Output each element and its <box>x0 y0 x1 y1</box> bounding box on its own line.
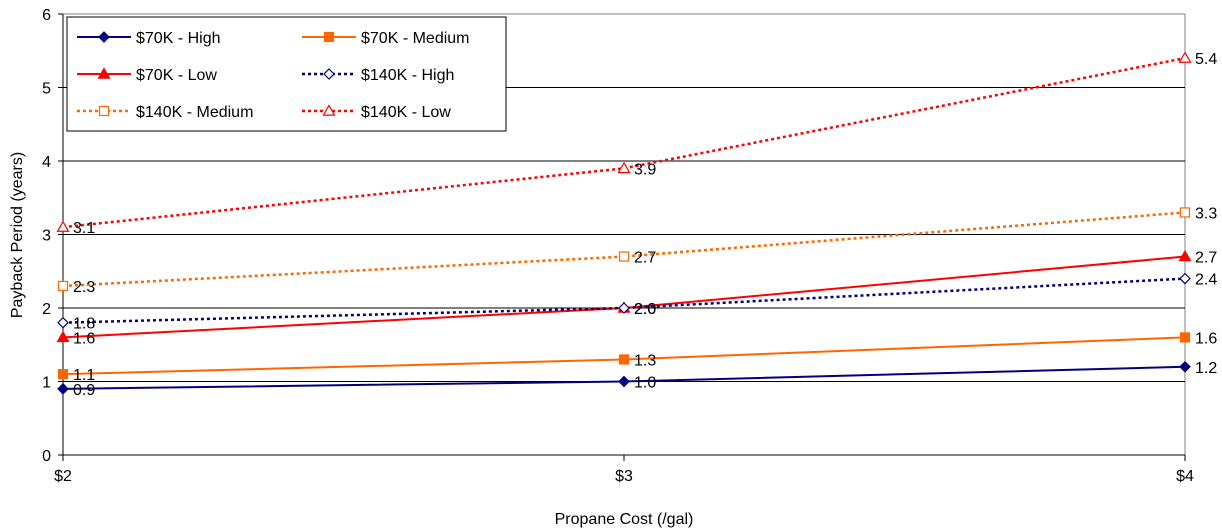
data-labels: 0.9 1.01.21.11.31.61.62.02.71.82.02.42.32… <box>73 51 1217 399</box>
data-point-140k-low <box>1178 51 1192 63</box>
data-point-70k-medium <box>57 369 69 380</box>
x-tick-label: $4 <box>1176 468 1194 485</box>
legend-label: $70K - High <box>136 30 221 47</box>
data-point-70k-high <box>57 383 69 395</box>
series-line-140k-medium <box>62 211 1186 288</box>
data-point-70k-high <box>1179 360 1191 373</box>
y-tick-label: 3 <box>42 228 51 245</box>
data-point-70k-low <box>1178 249 1192 262</box>
legend-label: $140K - Low <box>361 104 451 121</box>
data-point-140k-medium <box>618 251 630 262</box>
data-point-140k-high <box>618 302 630 314</box>
legend-label: $140K - Medium <box>136 104 253 121</box>
legend-item-140k-low: $140K - Low <box>302 104 451 121</box>
data-label-140k-high: 2.4 <box>1195 272 1217 289</box>
data-point-70k-medium <box>1179 332 1191 343</box>
data-point-70k-medium <box>618 354 630 365</box>
legend-marker <box>98 105 110 117</box>
y-tick-labels: 0 1 2 3 4 5 6 <box>42 7 51 465</box>
y-tick-label: 4 <box>42 154 51 171</box>
y-tick-label: 5 <box>42 81 51 98</box>
legend-label: $70K - Medium <box>361 30 470 47</box>
data-point-140k-high <box>57 316 69 329</box>
series-group <box>56 51 1192 395</box>
legend-item-140k-high: $140K - High <box>302 67 454 84</box>
data-label-70k-medium: 1.1 <box>73 367 95 384</box>
y-tick-label: 6 <box>42 7 51 24</box>
y-tick-label: 0 <box>42 448 51 465</box>
x-axis-title: Propane Cost (/gal) <box>555 511 694 528</box>
data-label-140k-medium: 3.3 <box>1195 205 1217 222</box>
legend-marker <box>323 31 335 43</box>
y-tick-label: 1 <box>42 375 51 392</box>
data-label-140k-high: 1.8 <box>73 316 95 333</box>
data-point-70k-high <box>618 375 630 388</box>
data-point-140k-low <box>56 220 70 232</box>
data-label-140k-high: 2.0 <box>634 301 656 318</box>
data-label-70k-high: 1.0 <box>634 375 656 392</box>
legend-marker <box>98 31 110 43</box>
data-label-140k-low: 5.4 <box>1195 51 1217 68</box>
data-label-70k-high: 1.2 <box>1195 360 1217 377</box>
legend-item-70k-high: $70K - High <box>77 30 221 47</box>
y-axis-title: Payback Period (years) <box>9 152 26 318</box>
data-point-70k-low <box>56 330 70 343</box>
data-label-70k-low: 2.7 <box>1195 250 1217 267</box>
data-label-70k-medium: 1.3 <box>634 352 656 369</box>
series-line-140k-high <box>62 277 1186 324</box>
data-label-140k-medium: 2.3 <box>73 279 95 296</box>
legend-item-140k-medium: $140K - Medium <box>77 104 253 121</box>
legend-label: $70K - Low <box>136 67 217 84</box>
legend-item-70k-medium: $70K - Medium <box>302 30 470 47</box>
data-label-70k-high: 0.9 <box>73 382 95 399</box>
legend-marker <box>322 104 336 116</box>
data-label-140k-medium: 2.7 <box>634 250 656 267</box>
legend-label: $140K - High <box>361 67 454 84</box>
x-tick-label: $2 <box>54 468 72 485</box>
data-point-140k-low <box>617 161 631 174</box>
data-label-70k-low: 1.6 <box>73 330 95 347</box>
legend: $70K - High $70K - Medium $70K - Low $140K … <box>66 16 507 132</box>
legend-box <box>66 16 507 132</box>
data-point-140k-medium <box>1179 207 1191 218</box>
y-tick-label: 2 <box>42 301 51 318</box>
axes <box>58 13 1186 461</box>
legend-item-70k-low: $70K - Low <box>77 67 217 84</box>
x-tick-label: $3 <box>615 468 633 485</box>
data-label-140k-low: 3.9 <box>634 161 656 178</box>
x-tick-labels: $2 $3 $4 <box>54 468 1194 485</box>
data-label-140k-low: 3.1 <box>73 220 95 237</box>
legend-marker <box>97 67 111 79</box>
legend-marker <box>323 68 335 80</box>
data-point-140k-medium <box>57 280 69 292</box>
data-point-140k-high <box>1179 272 1191 285</box>
data-label-70k-low: 2.0 <box>634 301 656 318</box>
data-label-70k-medium: 1.6 <box>1195 330 1217 347</box>
